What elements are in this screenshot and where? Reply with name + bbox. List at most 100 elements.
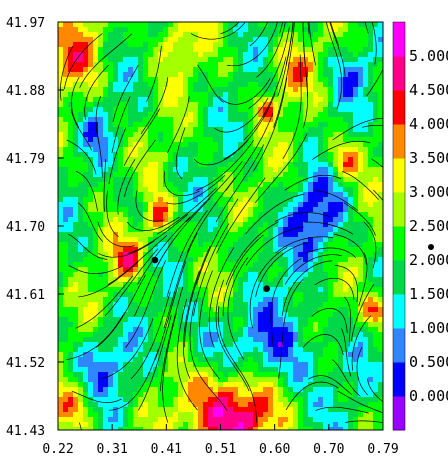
- field-cell: [333, 242, 339, 248]
- field-cell: [58, 127, 64, 133]
- field-cell: [353, 227, 359, 233]
- field-cell: [188, 132, 194, 138]
- field-cell: [193, 392, 199, 398]
- field-cell: [318, 122, 324, 128]
- field-cell: [113, 322, 119, 328]
- field-cell: [118, 232, 124, 238]
- field-cell: [268, 272, 274, 278]
- field-cell: [93, 207, 99, 213]
- field-cell: [268, 82, 274, 88]
- field-cell: [103, 352, 109, 358]
- field-cell: [173, 242, 179, 248]
- field-cell: [63, 132, 69, 138]
- field-cell: [368, 202, 374, 208]
- field-cell: [308, 27, 314, 33]
- field-cell: [183, 287, 189, 293]
- field-cell: [268, 367, 274, 373]
- field-cell: [263, 307, 269, 313]
- field-cell: [118, 32, 124, 38]
- field-cell: [218, 302, 224, 308]
- field-cell: [68, 177, 74, 183]
- field-cell: [268, 362, 274, 368]
- field-cell: [133, 327, 139, 333]
- field-cell: [248, 277, 254, 283]
- field-cell: [308, 82, 314, 88]
- field-cell: [58, 342, 64, 348]
- field-cell: [313, 32, 319, 38]
- field-cell: [88, 192, 94, 198]
- field-cell: [163, 142, 169, 148]
- field-cell: [118, 402, 124, 408]
- field-cell: [78, 122, 84, 128]
- field-cell: [143, 327, 149, 333]
- field-cell: [183, 117, 189, 123]
- field-cell: [298, 167, 304, 173]
- field-cell: [238, 127, 244, 133]
- field-cell: [358, 112, 364, 118]
- field-cell: [73, 327, 79, 333]
- field-cell: [308, 267, 314, 273]
- field-cell: [173, 97, 179, 103]
- field-cell: [183, 292, 189, 298]
- field-cell: [98, 387, 104, 393]
- field-cell: [213, 77, 219, 83]
- field-cell: [148, 312, 154, 318]
- field-cell: [323, 42, 329, 48]
- field-cell: [233, 112, 239, 118]
- field-cell: [208, 322, 214, 328]
- field-cell: [228, 222, 234, 228]
- field-cell: [238, 37, 244, 43]
- field-cell: [303, 82, 309, 88]
- field-cell: [188, 142, 194, 148]
- field-cell: [373, 132, 379, 138]
- field-cell: [368, 247, 374, 253]
- field-cell: [288, 147, 294, 153]
- field-cell: [163, 372, 169, 378]
- field-cell: [298, 252, 304, 258]
- field-cell: [323, 162, 329, 168]
- field-cell: [128, 167, 134, 173]
- field-cell: [193, 22, 199, 28]
- field-cell: [188, 117, 194, 123]
- field-cell: [273, 367, 279, 373]
- field-cell: [348, 362, 354, 368]
- field-cell: [298, 357, 304, 363]
- field-cell: [168, 267, 174, 273]
- field-cell: [343, 327, 349, 333]
- field-cell: [168, 92, 174, 98]
- field-cell: [368, 192, 374, 198]
- field-cell: [68, 382, 74, 388]
- field-cell: [198, 222, 204, 228]
- field-cell: [288, 337, 294, 343]
- field-cell: [223, 142, 229, 148]
- field-cell: [148, 152, 154, 158]
- field-cell: [358, 172, 364, 178]
- field-cell: [123, 177, 129, 183]
- field-cell: [73, 237, 79, 243]
- field-cell: [368, 237, 374, 243]
- field-cell: [183, 247, 189, 253]
- field-cell: [163, 212, 169, 218]
- field-cell: [348, 292, 354, 298]
- field-cell: [218, 212, 224, 218]
- field-cell: [148, 342, 154, 348]
- field-cell: [338, 377, 344, 383]
- field-cell: [168, 147, 174, 153]
- field-cell: [288, 207, 294, 213]
- field-cell: [238, 402, 244, 408]
- field-cell: [278, 277, 284, 283]
- field-cell: [223, 107, 229, 113]
- field-cell: [63, 137, 69, 143]
- field-cell: [108, 282, 114, 288]
- field-cell: [83, 227, 89, 233]
- field-cell: [273, 382, 279, 388]
- field-cell: [378, 32, 383, 38]
- field-cell: [198, 137, 204, 143]
- field-cell: [253, 287, 259, 293]
- field-cell: [373, 172, 379, 178]
- field-cell: [313, 297, 319, 303]
- field-cell: [233, 317, 239, 323]
- field-cell: [218, 402, 224, 408]
- field-cell: [153, 337, 159, 343]
- field-cell: [113, 62, 119, 68]
